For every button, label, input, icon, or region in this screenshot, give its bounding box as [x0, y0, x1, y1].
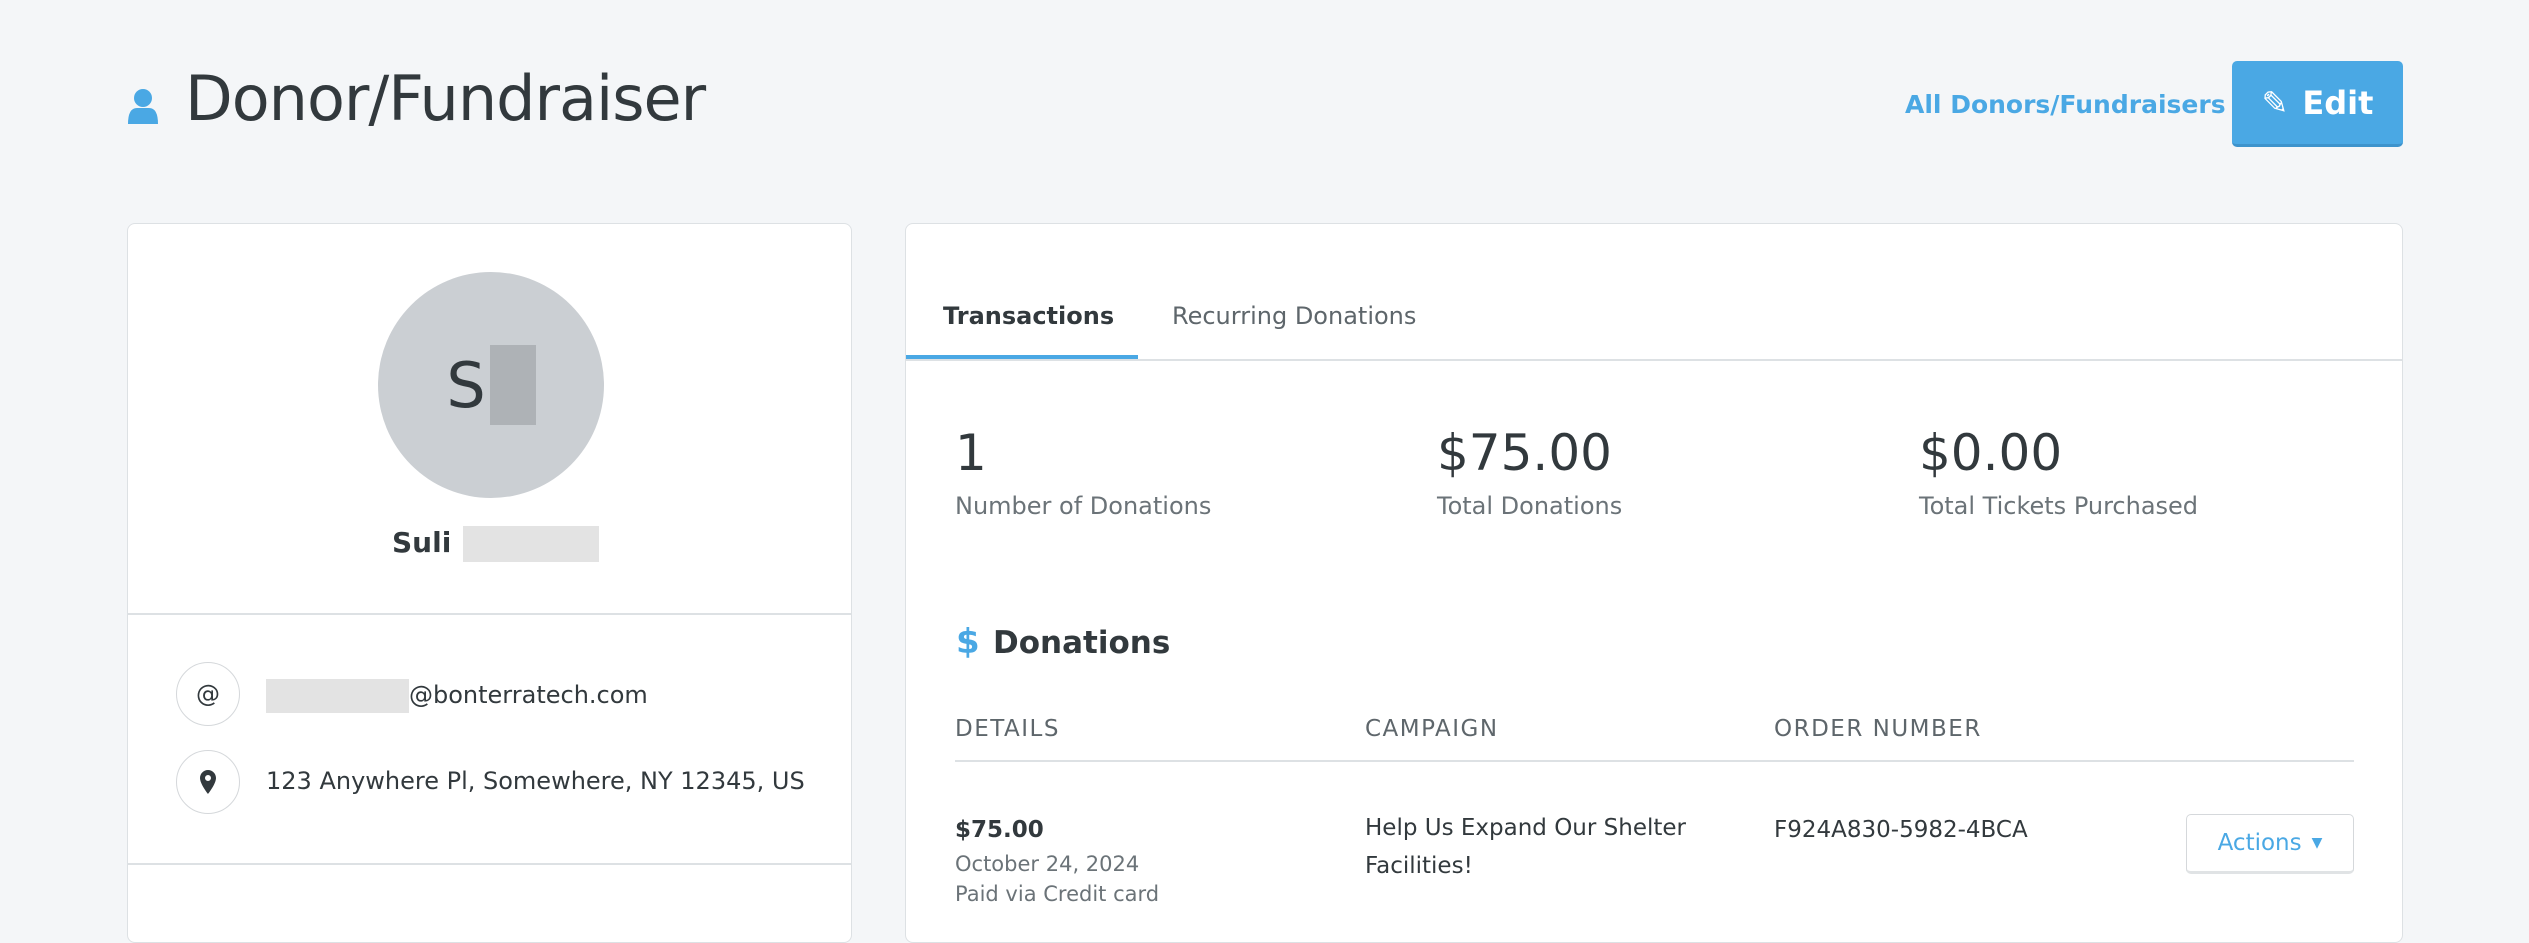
profile-card: S Suli @ @bonterratech.com 123 Anywhere … [127, 223, 852, 943]
user-icon [128, 89, 158, 124]
stat-total-donations: $75.00 [1437, 424, 1612, 482]
tabs-divider [906, 359, 2402, 361]
stat-label: Total Donations [1437, 492, 1623, 520]
donation-amount: $75.00 [955, 817, 1044, 843]
divider [128, 863, 851, 865]
page-title: Donor/Fundraiser [185, 62, 706, 135]
donation-campaign: Help Us Expand Our Shelter Facilities! [1365, 815, 1686, 879]
tab-transactions[interactable]: Transactions [943, 302, 1115, 330]
redacted [463, 526, 600, 562]
donation-payment: Paid via Credit card [955, 882, 1160, 906]
donation-order-number: F924A830-5982-4BCA [1774, 817, 2028, 843]
at-icon: @ [176, 662, 240, 726]
stat-number-of-donations: 1 [955, 424, 987, 482]
edit-button[interactable]: ✎ Edit [2232, 61, 2403, 147]
tab-recurring-donations[interactable]: Recurring Donations [1172, 302, 1417, 330]
stat-label: Number of Donations [955, 492, 1212, 520]
redacted [266, 679, 409, 713]
profile-email: @bonterratech.com [266, 679, 648, 713]
table-header-divider [955, 760, 2354, 762]
pencil-icon: ✎ [2261, 83, 2289, 122]
donation-date: October 24, 2024 [955, 852, 1140, 876]
redacted [489, 345, 536, 425]
all-donors-link[interactable]: All Donors/Fundraisers [1905, 90, 2226, 119]
dollar-icon: $ [956, 622, 980, 662]
actions-dropdown-button[interactable]: Actions ▼ [2186, 814, 2354, 874]
donations-heading: Donations [993, 625, 1171, 661]
transactions-card: Transactions Recurring Donations 1 Numbe… [905, 223, 2403, 943]
avatar: S [378, 272, 604, 498]
map-marker-icon [176, 750, 240, 814]
stat-total-tickets: $0.00 [1919, 424, 2063, 482]
profile-address: 123 Anywhere Pl, Somewhere, NY 12345, US [266, 767, 805, 795]
column-header: CAMPAIGN [1365, 716, 1499, 742]
active-tab-indicator [906, 355, 1138, 359]
stat-label: Total Tickets Purchased [1919, 492, 2199, 520]
column-header: ORDER NUMBER [1774, 716, 1982, 742]
profile-name: Suli [392, 526, 600, 562]
column-header: DETAILS [955, 716, 1060, 742]
divider [128, 613, 851, 615]
caret-down-icon: ▼ [2311, 835, 2323, 851]
